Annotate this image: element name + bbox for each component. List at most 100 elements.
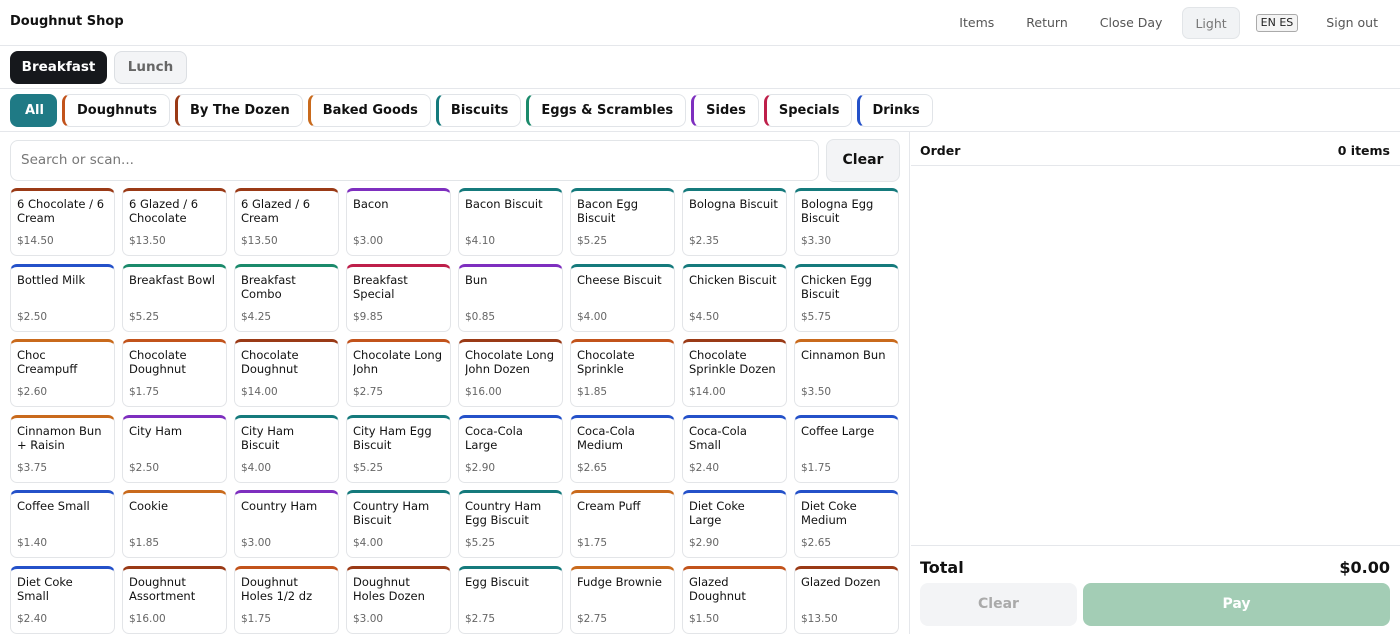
item-price: $5.25	[465, 537, 496, 550]
theme-toggle[interactable]: Light	[1182, 7, 1240, 39]
language-toggle[interactable]: EN ES	[1255, 14, 1299, 32]
category-filter[interactable]: Doughnuts	[61, 94, 170, 127]
category-filter[interactable]: Sides	[691, 94, 759, 127]
sign-out[interactable]: Sign out	[1326, 15, 1378, 30]
header: Doughnut Shop Items Return Close Day Lig…	[0, 0, 1400, 46]
item-name: Chocolate Sprinkle Dozen	[689, 348, 776, 377]
menu-item[interactable]: Diet Coke Large $2.90	[682, 490, 787, 559]
menu-item[interactable]: Bacon $3.00	[346, 188, 451, 256]
item-name: Breakfast Special	[353, 272, 408, 301]
menu-item[interactable]: City Ham Egg Biscuit $5.25	[346, 414, 451, 483]
menu-item[interactable]: Chicken Egg Biscuit $5.75	[794, 263, 899, 332]
menu-item[interactable]: Doughnut Holes Dozen $3.00	[346, 566, 451, 634]
menu-item[interactable]: Chocolate Sprinkle $1.85	[570, 339, 675, 408]
order-title: Order	[920, 143, 961, 158]
menu-item[interactable]: Coffee Small $1.40	[10, 490, 115, 559]
category-filter[interactable]: Baked Goods	[307, 94, 431, 127]
item-price: $9.85	[353, 310, 384, 323]
item-name: Bottled Milk	[17, 272, 86, 287]
menu-item[interactable]: Cinnamon Bun + Raisin $3.75	[10, 414, 115, 483]
order-clear[interactable]: Clear	[920, 583, 1077, 626]
item-price: $2.65	[801, 537, 832, 550]
menu-item[interactable]: City Ham $2.50	[122, 414, 227, 483]
menu-item[interactable]: Glazed Dozen $13.50	[794, 566, 899, 634]
menu-item[interactable]: Bun $0.85	[458, 263, 563, 332]
menu-item[interactable]: Country Ham Egg Biscuit $5.25	[458, 490, 563, 559]
menu-item[interactable]: Bacon Egg Biscuit $5.25	[570, 188, 675, 256]
item-price: $2.35	[689, 235, 720, 247]
item-price: $4.00	[353, 537, 384, 550]
menu-item[interactable]: Cheese Biscuit $4.00	[570, 263, 675, 332]
menu-item[interactable]: Breakfast Combo $4.25	[234, 263, 339, 332]
nav-return[interactable]: Return	[1026, 15, 1068, 30]
menu-item[interactable]: Breakfast Special $9.85	[346, 263, 451, 332]
item-name: Doughnut Holes Dozen	[353, 575, 425, 603]
item-name: Country Ham Egg Biscuit	[465, 499, 542, 528]
menu-item[interactable]: Chocolate Long John Dozen $16.00	[458, 339, 563, 408]
menu-item[interactable]: Diet Coke Medium $2.65	[794, 490, 899, 559]
nav-close-day[interactable]: Close Day	[1099, 15, 1163, 30]
item-name: Doughnut Holes 1/2 dz	[241, 575, 313, 603]
menu-item[interactable]: City Ham Biscuit $4.00	[234, 414, 339, 483]
category-filter[interactable]: Biscuits	[435, 94, 522, 127]
menu-item[interactable]: Chicken Biscuit $4.50	[682, 263, 787, 332]
menu-item[interactable]: Chocolate Doughnut Dozen $14.00	[234, 339, 339, 408]
meal-tab[interactable]: Breakfast	[10, 51, 107, 84]
item-name: Chocolate Doughnut	[129, 348, 187, 377]
search-input[interactable]: Search or scan...	[10, 140, 819, 181]
menu-item[interactable]: Cookie $1.85	[122, 490, 227, 559]
item-price: $5.25	[129, 310, 160, 323]
menu-item[interactable]: Bottled Milk $2.50	[10, 263, 115, 332]
menu-item[interactable]: Country Ham $3.00	[234, 490, 339, 559]
menu-item[interactable]: Bologna Egg Biscuit $3.30	[794, 188, 899, 256]
menu-item[interactable]: Glazed Doughnut $1.50	[682, 566, 787, 634]
menu-item[interactable]: Chocolate Sprinkle Dozen $14.00	[682, 339, 787, 408]
category-filter[interactable]: All	[10, 94, 57, 127]
meal-tab[interactable]: Lunch	[114, 51, 187, 84]
menu-item[interactable]: Coca-Cola Small $2.40	[682, 414, 787, 483]
menu-item[interactable]: Egg Biscuit $2.75	[458, 566, 563, 634]
item-price: $2.90	[689, 537, 720, 550]
menu-item[interactable]: Breakfast Bowl $5.25	[122, 263, 227, 332]
menu-item[interactable]: Doughnut Assortment $16.00	[122, 566, 227, 634]
menu-item[interactable]: Cream Puff $1.75	[570, 490, 675, 559]
menu-item[interactable]: Country Ham Biscuit $4.00	[346, 490, 451, 559]
item-name: 6 Glazed / 6 Cream	[241, 197, 311, 225]
nav-items[interactable]: Items	[959, 15, 995, 30]
search-clear[interactable]: Clear	[826, 139, 900, 182]
item-name: Glazed Dozen	[801, 575, 881, 589]
pay-button[interactable]: Pay	[1083, 583, 1390, 626]
menu-item[interactable]: Choc Creampuff $2.60	[10, 339, 115, 408]
menu-item[interactable]: Chocolate Long John $2.75	[346, 339, 451, 408]
item-name: Bacon Egg Biscuit	[577, 197, 639, 225]
menu-item[interactable]: Cinnamon Bun $3.50	[794, 339, 899, 408]
category-filter[interactable]: Drinks	[857, 94, 933, 127]
item-price: $4.00	[577, 310, 608, 323]
menu-item[interactable]: Bacon Biscuit $4.10	[458, 188, 563, 256]
menu-item[interactable]: Coffee Large $1.75	[794, 414, 899, 483]
item-name: Cheese Biscuit	[577, 272, 662, 287]
menu-item[interactable]: Chocolate Doughnut $1.75	[122, 339, 227, 408]
menu-item[interactable]: 6 Chocolate / 6 Cream $14.50	[10, 188, 115, 256]
item-name: Cinnamon Bun + Raisin	[17, 423, 102, 452]
item-price: $3.75	[17, 461, 48, 474]
menu-item[interactable]: Doughnut Holes 1/2 dz $1.75	[234, 566, 339, 634]
item-price: $4.25	[241, 310, 272, 323]
menu-item[interactable]: 6 Glazed / 6 Cream $13.50	[234, 188, 339, 256]
nav: Items Return Close Day Light EN ES Sign …	[947, 7, 1390, 39]
item-name: Cookie	[129, 499, 169, 514]
item-price: $3.50	[801, 386, 832, 399]
item-name: 6 Chocolate / 6 Cream	[17, 197, 105, 225]
menu-item[interactable]: Coca-Cola Large $2.90	[458, 414, 563, 483]
category-filter[interactable]: Specials	[763, 94, 853, 127]
item-price: $4.50	[689, 310, 720, 323]
item-price: $1.40	[17, 537, 48, 550]
category-filter[interactable]: By The Dozen	[174, 94, 303, 127]
item-name: Bacon Biscuit	[465, 197, 543, 211]
menu-item[interactable]: Coca-Cola Medium $2.65	[570, 414, 675, 483]
menu-item[interactable]: Bologna Biscuit $2.35	[682, 188, 787, 256]
menu-item[interactable]: 6 Glazed / 6 Chocolate $13.50	[122, 188, 227, 256]
menu-item[interactable]: Fudge Brownie $2.75	[570, 566, 675, 634]
category-filter[interactable]: Eggs & Scrambles	[526, 94, 687, 127]
menu-item[interactable]: Diet Coke Small $2.40	[10, 566, 115, 634]
